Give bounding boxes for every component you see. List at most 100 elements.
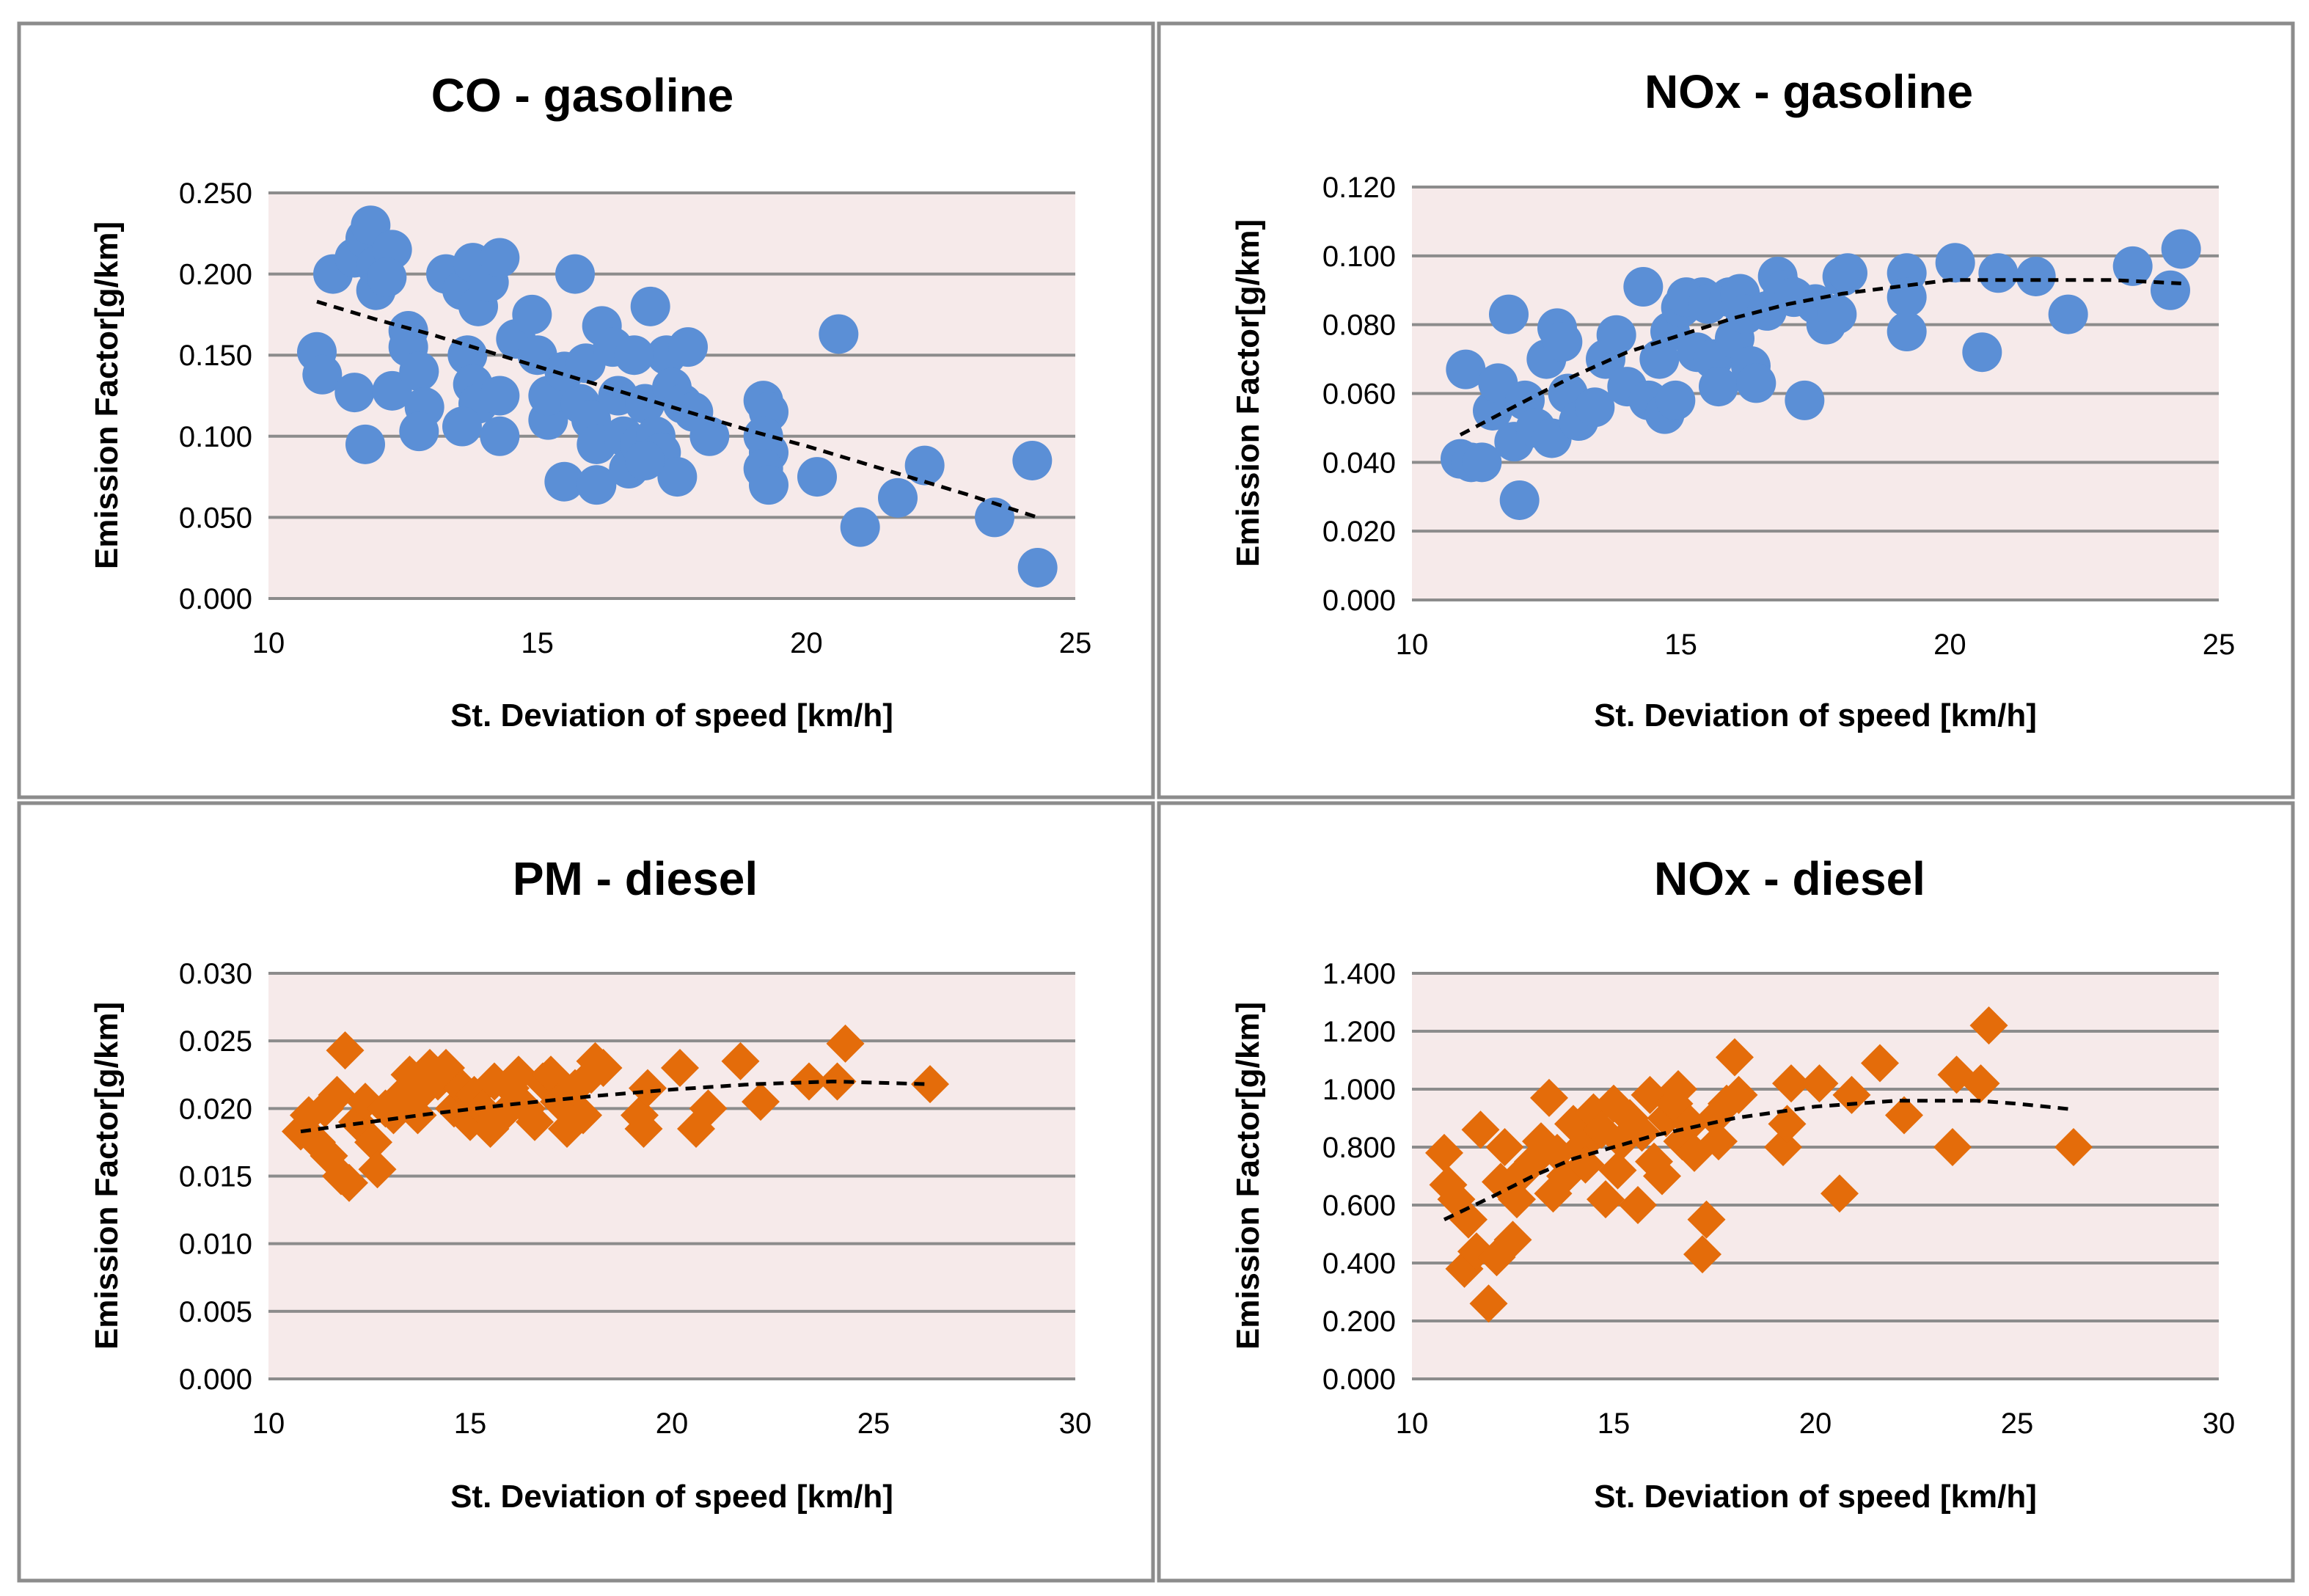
x-tick-labels: 10 15 20 25	[252, 627, 1092, 659]
data-point	[689, 1089, 728, 1128]
data-point	[1828, 253, 1867, 293]
data-point	[1887, 277, 1927, 318]
y-tick-label: 0.005	[179, 1296, 252, 1328]
x-axis-label: St. Deviation of speed [km/h]	[1594, 1479, 2037, 1515]
data-point	[544, 461, 585, 502]
data-point	[577, 465, 617, 505]
gridlines	[268, 972, 1075, 1380]
data-point	[1489, 294, 1529, 334]
data-point	[742, 1083, 780, 1121]
data-point	[2048, 294, 2088, 334]
data-point	[1485, 1128, 1524, 1166]
data-point	[1699, 1122, 1738, 1161]
y-axis-label: Emission Factor[g/km]	[1230, 1002, 1266, 1350]
chart-panel-co-gasoline: CO - gasoline 0.0000.0500.1000.1500.2000…	[17, 21, 1155, 799]
data-point	[1587, 1180, 1625, 1219]
data-point	[516, 1102, 554, 1141]
trendline	[1459, 278, 2181, 437]
data-point	[480, 376, 520, 416]
data-point	[358, 1150, 397, 1189]
data-point	[442, 406, 482, 447]
y-tick-label: 1.400	[1322, 958, 1396, 990]
data-point	[1446, 349, 1486, 389]
data-point	[1969, 1006, 2008, 1045]
data-point	[1772, 1064, 1810, 1103]
y-tick-label: 0.000	[179, 1363, 252, 1396]
data-point	[1623, 267, 1664, 307]
data-point	[1962, 332, 2002, 373]
data-point	[1978, 253, 2019, 293]
y-axis-label: Emission Factor[g/km]	[89, 1002, 125, 1350]
data-point	[657, 457, 698, 497]
data-point	[480, 416, 520, 456]
data-point	[1817, 294, 1857, 334]
data-point	[1716, 1038, 1754, 1077]
data-point	[1575, 387, 1615, 428]
data-points	[1425, 1006, 2093, 1323]
data-point	[629, 1069, 667, 1108]
x-axis-label: St. Deviation of speed [km/h]	[450, 698, 893, 733]
data-point	[367, 257, 407, 298]
data-point	[512, 294, 552, 334]
data-point	[1598, 1151, 1637, 1190]
y-tick-label: 0.000	[179, 583, 252, 615]
data-point	[624, 1109, 663, 1148]
data-point	[1425, 1133, 1463, 1172]
data-point	[1736, 363, 1776, 403]
data-point	[1885, 1096, 1923, 1135]
x-tick-label: 10	[252, 627, 285, 659]
data-point	[749, 465, 788, 505]
y-tick-label: 0.025	[179, 1025, 252, 1058]
y-tick-label: 0.080	[1322, 310, 1396, 342]
data-point	[630, 286, 670, 326]
data-point	[1449, 1200, 1488, 1239]
x-tick-labels: 10 15 20 25 30	[1396, 1408, 2236, 1440]
x-tick-label: 10	[252, 1408, 285, 1440]
data-point	[1768, 1105, 1807, 1143]
x-tick-label: 25	[857, 1408, 890, 1440]
x-tick-label: 15	[1598, 1408, 1631, 1440]
data-point	[975, 497, 1014, 538]
data-point	[2151, 270, 2190, 310]
data-point	[1596, 315, 1636, 355]
data-point	[330, 1163, 368, 1202]
data-point	[1800, 1064, 1839, 1103]
data-point	[1861, 1044, 1899, 1083]
chart-panel-pm-diesel: PM - diesel 0.0000.0050.0100.0150.0200.0…	[17, 801, 1155, 1583]
y-tick-label: 0.100	[1322, 241, 1396, 273]
y-tick-label: 0.010	[179, 1229, 252, 1261]
data-point	[625, 440, 665, 480]
y-tick-label: 0.150	[179, 340, 252, 372]
data-point	[326, 1031, 365, 1070]
data-point	[1687, 1200, 1726, 1239]
x-tick-label: 20	[1933, 629, 1966, 661]
x-tick-label: 15	[454, 1408, 487, 1440]
y-tick-label: 0.250	[179, 177, 252, 210]
data-point	[1566, 1145, 1605, 1184]
data-point	[1643, 1157, 1681, 1196]
y-tick-label: 0.120	[1322, 172, 1396, 204]
data-point	[2054, 1128, 2093, 1166]
data-point	[1821, 1174, 1859, 1213]
data-point	[1469, 1284, 1508, 1323]
trendline	[316, 299, 1039, 519]
y-tick-labels: 0.000 0.020 0.040 0.060 0.080 0.100 0.120	[1322, 172, 1396, 617]
data-point	[1832, 1075, 1871, 1114]
x-tick-label: 15	[1664, 629, 1697, 661]
y-axis-label: Emission Factor[g/km]	[1230, 219, 1266, 567]
y-tick-label: 0.050	[179, 502, 252, 534]
data-point	[564, 1096, 602, 1135]
data-point	[1935, 243, 1975, 283]
data-point	[721, 1042, 760, 1080]
y-tick-label: 0.030	[179, 958, 252, 990]
data-point	[2161, 229, 2201, 269]
data-point	[1622, 1113, 1661, 1152]
data-point	[1785, 380, 1825, 420]
data-point	[334, 373, 375, 413]
data-points	[1441, 229, 2201, 520]
trendline	[1443, 1099, 2074, 1222]
data-point	[1543, 322, 1583, 362]
data-point	[399, 411, 439, 452]
chart-panel-nox-diesel: NOx - diesel 0.000 0.200 0.400 0.600 0.800 1.…	[1157, 801, 2295, 1583]
data-point	[826, 1024, 865, 1063]
